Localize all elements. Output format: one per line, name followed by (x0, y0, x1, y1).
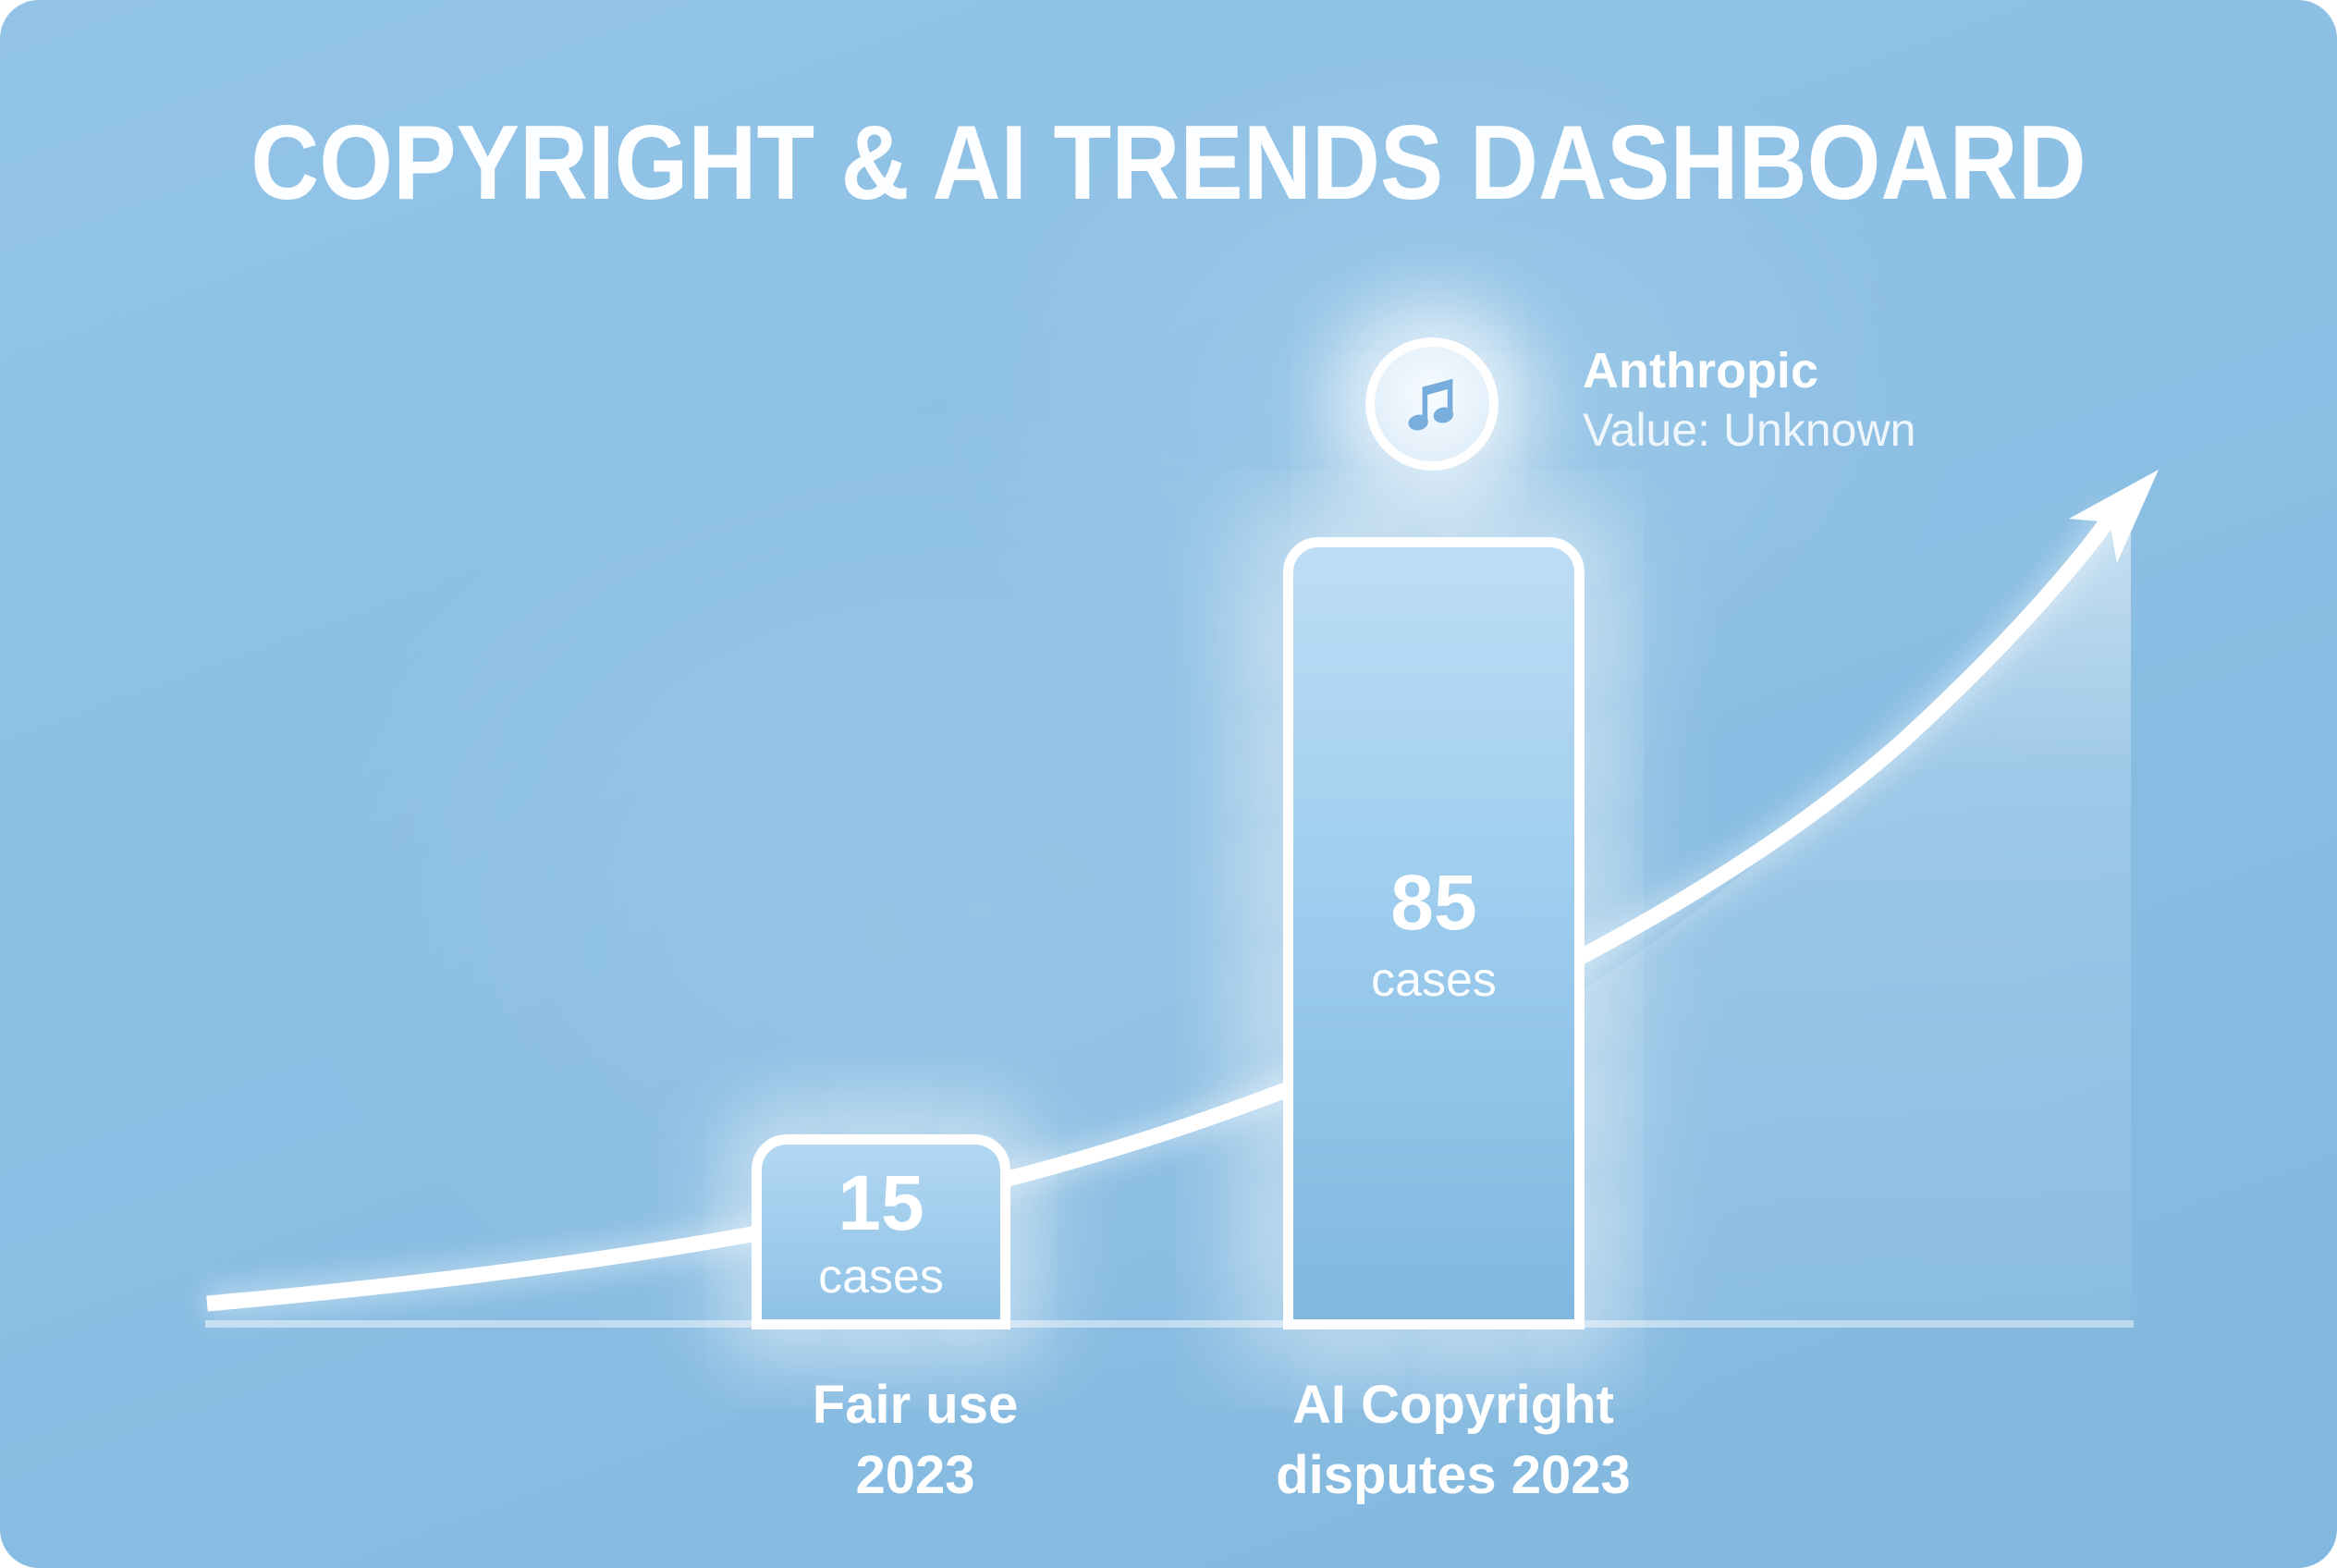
annotation-value: Value: Unknown (1583, 404, 1916, 456)
music-badge (1365, 337, 1499, 471)
baseline-axis (205, 1320, 2134, 1328)
category-label-fair-use: Fair use 2023 (619, 1370, 1211, 1511)
bar-value: 85 (1390, 858, 1477, 946)
bar-unit-label: cases (1371, 952, 1497, 1007)
annotation: Anthropic Value: Unknown (1583, 340, 1915, 459)
bar-ai-copyright-disputes: 85 cases (1283, 537, 1585, 1329)
bar-fair-use: 15 cases (752, 1134, 1010, 1329)
category-label-line: AI Copyright (1292, 1375, 1614, 1435)
category-label-line: 2023 (855, 1445, 975, 1505)
page-title: COPYRIGHT & AI TRENDS DASHBOARD (251, 104, 2086, 222)
category-label-line: disputes 2023 (1276, 1445, 1631, 1505)
bar-unit-label: cases (818, 1249, 944, 1304)
annotation-label: Anthropic (1583, 343, 1818, 398)
category-label-ai-copyright: AI Copyright disputes 2023 (1157, 1370, 1749, 1511)
music-note-icon (1408, 378, 1454, 431)
category-label-line: Fair use (812, 1375, 1019, 1435)
trend-arrowhead (2069, 470, 2159, 563)
bar-value: 15 (838, 1158, 924, 1246)
trend-area (1576, 488, 2131, 1320)
